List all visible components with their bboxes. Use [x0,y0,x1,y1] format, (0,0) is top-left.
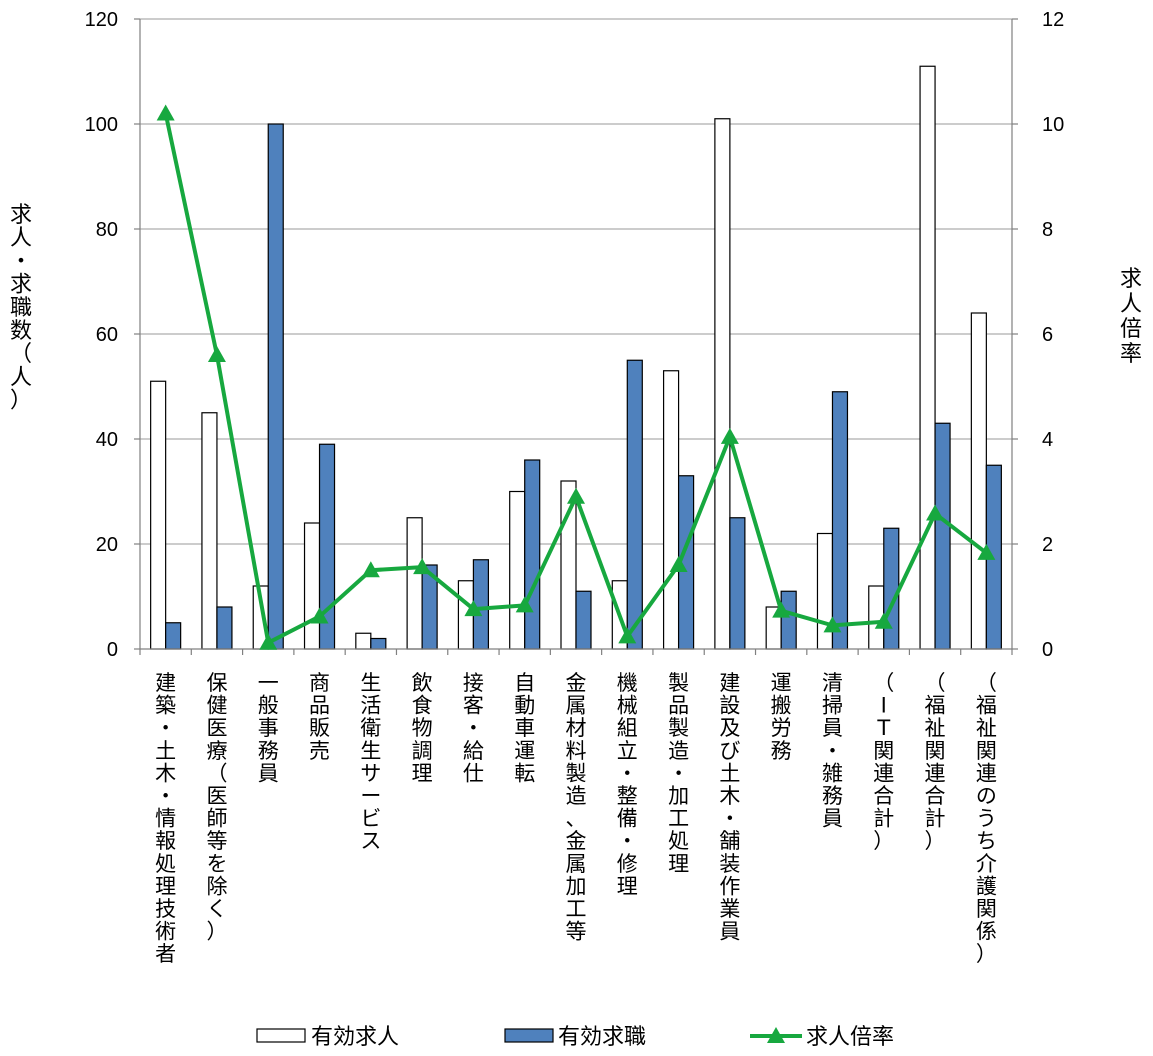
category-label: 飲食物調理 [412,671,433,785]
category-label: 生活衛生サービス [360,671,381,853]
bar-job-seekers [216,606,233,650]
category-label: 建築・土木・情報処理技術者 [155,671,176,966]
bar-job-openings [150,380,167,650]
legend-marker-ratio [767,1027,785,1043]
category-labels: 建築・土木・情報処理技術者 保健医療（医師等を除く） 一般事務員 商品販売 生活衛生サー… [155,671,997,966]
ratio-point [515,596,534,613]
left-tick-label: 60 [96,324,118,346]
ratio-point [772,601,791,618]
category-label: 建設及び土木・舗装作業員 [719,671,740,944]
left-tick-label: 100 [85,114,118,136]
category-label: （福祉関連合計） [925,671,946,853]
axis-titles: 求人・求職数（人） 求人倍率 [10,203,1142,414]
legend: 有効求人 有効求職 求人倍率 [256,1025,894,1050]
bar-job-openings [303,522,321,650]
category-label: 機械組立・整備・修理 [617,671,638,898]
legend-swatch-job-seekers [504,1028,554,1043]
left-tick-label: 120 [85,9,118,31]
category-label: 製品製造・加工処理 [668,671,689,876]
bar-job-seekers [831,391,849,650]
gridlines [140,18,1012,650]
bar-job-openings [662,370,680,650]
bar-job-openings [406,517,423,650]
legend-label-job-seekers: 有効求職 [558,1025,646,1050]
plot-frame [134,18,1018,655]
left-tick-label: 20 [96,534,118,556]
ratio-point [926,504,945,521]
ratio-point [874,612,893,629]
right-tick-label: 0 [1042,639,1053,661]
right-tick-label: 10 [1042,114,1064,136]
category-label: 清掃員・雑務員 [822,671,843,831]
bar-job-openings [919,65,936,650]
ratio-point [567,487,585,504]
legend-label-ratio: 求人倍率 [806,1025,894,1050]
bar-job-openings [714,118,731,650]
bar-job-seekers [883,527,900,650]
right-tick-label: 6 [1042,324,1053,346]
ratio-point [413,558,432,575]
ratio-line [156,104,996,650]
left-axis-ticks: 0 20 40 60 80 100 120 [85,9,118,661]
bar-job-seekers [370,637,387,650]
legend-swatch-job-openings [256,1028,306,1043]
left-axis-title: 求人・求職数（人） [10,203,32,414]
category-label: （I T 関連合計） [873,671,894,853]
left-tick-label: 80 [96,219,118,241]
right-axis-title: 求人倍率 [1120,267,1142,367]
category-label: 保健医療（医師等を除く） [206,671,227,944]
bar-job-seekers [575,590,592,650]
bar-job-seekers [780,590,797,650]
category-label: （福祉関連のうち介護関係） [976,671,997,966]
bar-job-seekers [165,622,182,650]
legend-label-job-openings: 有効求人 [311,1025,399,1050]
ratio-point [618,627,637,644]
bar-job-seekers [524,459,541,650]
right-tick-label: 4 [1042,429,1053,451]
ratio-point [310,607,329,624]
right-axis-ticks: 0 2 4 6 8 10 12 [1042,9,1064,661]
right-tick-label: 2 [1042,534,1053,556]
ratio-point [156,104,175,121]
ratio-point [259,633,278,650]
right-tick-label: 8 [1042,219,1053,241]
left-tick-label: 40 [96,429,118,451]
bar-job-seekers [626,359,643,650]
ratio-point [361,561,380,578]
category-label: 接客・給仕 [463,671,484,785]
ratio-point [464,600,483,617]
bar-job-seekers [934,422,951,650]
ratio-point [720,427,739,444]
bars [150,65,1002,650]
ratio-point [977,543,996,560]
bar-job-openings [355,632,372,650]
category-label: 金属材料製造、金属加工等 [566,671,587,944]
bar-job-seekers [267,123,284,650]
ratio-point [669,556,688,572]
bar-job-seekers [729,517,746,650]
bar-job-openings [201,412,218,650]
category-label: 運搬労務 [771,671,792,763]
ratio-point [823,616,842,633]
left-tick-label: 0 [107,639,118,661]
bar-job-openings [509,490,526,650]
category-label: 一般事務員 [258,671,279,785]
category-label: 自動車運転 [514,671,535,785]
bar-job-openings [970,312,987,650]
right-tick-label: 12 [1042,9,1064,31]
category-label: 商品販売 [309,671,330,763]
ratio-point [207,346,226,362]
